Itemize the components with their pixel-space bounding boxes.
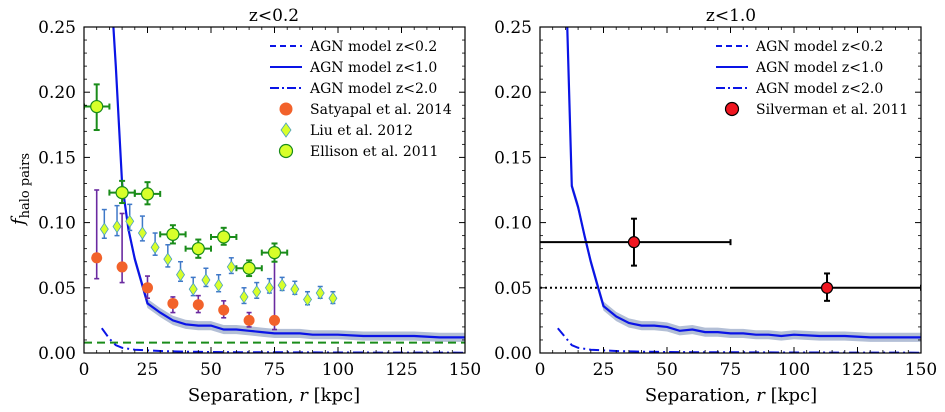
right-legend-swatch [724,101,740,117]
right-x-tick-label: 50 [656,360,678,380]
left-x-tick-label: 50 [200,360,222,380]
right-x-tick-label: 100 [778,360,810,380]
left-liu-point [328,291,338,305]
right-legend-label: AGN model z<2.0 [755,81,883,97]
right-x-tick-label: 150 [905,360,937,380]
left-liu-point [226,260,236,274]
left-liu-point [188,282,198,296]
left-y-tick-label: 0.00 [38,344,76,364]
left-liu-point [264,281,274,295]
left-liu-point [315,286,325,300]
left-ellison-point [267,245,282,260]
left-legend-label: AGN model z<0.2 [309,39,437,55]
right-y-tick-label: 0.00 [494,344,532,364]
right-model-z10-line [566,27,921,339]
left-legend-label: Ellison et al. 2011 [310,144,438,160]
left-satyapal-point [142,282,153,294]
right-panel-title: z<1.0 [706,6,756,26]
left-axes-frame [83,26,466,354]
right-legend-label: Silverman et al. 2011 [756,102,908,118]
left-y-tick-label: 0.15 [38,148,76,168]
left-panel: z<0.2 fhalo pairs Separation, r [kpc] 0 2… [8,6,481,406]
left-liu-point [290,282,300,296]
left-y-axis-label: fhalo pairs [8,153,33,227]
left-x-tick-label: 75 [264,360,286,380]
left-liu-point [137,226,147,240]
right-plot-area [540,27,921,353]
left-y-tick-label: 0.20 [38,83,76,103]
left-ellison-point [166,227,180,241]
left-y-tick-label: 0.05 [38,279,76,299]
left-liu-point [125,214,135,229]
left-liu-point [214,278,224,292]
left-liu-point [176,268,186,282]
left-liu-point [252,284,262,299]
left-satyapal-point [192,299,204,311]
left-ellison-point [115,186,129,200]
left-legend-swatch [278,143,294,159]
left-satyapal-point [167,297,179,309]
right-y-tick-label: 0.20 [494,83,532,103]
left-y-tick-label: 0.25 [38,18,76,38]
left-legend-label: AGN model z<1.0 [309,60,437,76]
left-ellison-point [140,187,155,201]
left-x-axis-label: Separation, r [kpc] [188,385,360,406]
left-legend-label: Liu et al. 2012 [310,123,413,139]
right-model-z20-line [557,327,921,353]
left-ellison-point [191,242,205,256]
right-panel: z<1.0 Separation, r [kpc] 0 25 50 75 100 125 1… [494,6,937,406]
right-legend-label: AGN model z<0.2 [755,39,883,55]
left-model-z10-line [112,27,465,339]
left-ellison-point [90,99,104,114]
right-y-tick-label: 0.15 [494,148,532,168]
right-ticks: 0 25 50 75 100 125 150 0.00 0.05 0.10 0.15 0.20 0.25 [494,18,937,380]
left-y-tick-label: 0.10 [38,214,76,234]
left-legend-swatch [280,122,292,138]
left-liu-point [163,252,173,266]
right-x-tick-label: 75 [720,360,742,380]
left-legend: AGN model z<0.2 AGN model z<1.0 AGN model … [270,39,452,160]
left-x-tick-label: 25 [137,360,159,380]
right-axes-frame [539,26,922,354]
left-liu-point [201,273,211,287]
left-liu-point [150,240,160,255]
right-x-tick-label: 0 [535,360,546,380]
left-liu-point [112,219,122,234]
right-legend-label: AGN model z<1.0 [755,60,883,76]
left-legend-swatch [279,102,293,116]
left-x-tick-label: 0 [79,360,90,380]
left-x-tick-label: 150 [449,360,481,380]
left-liu-point [277,278,287,292]
left-satyapal-point [218,304,230,316]
right-y-tick-label: 0.25 [494,18,532,38]
left-liu-point [303,292,313,307]
left-ellison-point [217,230,231,244]
right-x-tick-label: 25 [593,360,615,380]
left-liu-point [239,290,249,304]
left-satyapal-point [269,314,280,326]
right-silverman-point [627,236,641,249]
right-x-tick-label: 125 [841,360,873,380]
left-legend-label: AGN model z<2.0 [309,81,437,97]
left-satyapal-point [116,261,128,273]
left-liu-point [99,222,109,236]
right-legend: AGN model z<0.2 AGN model z<1.0 AGN model … [716,39,908,118]
right-y-tick-label: 0.05 [494,279,532,299]
right-y-tick-label: 0.10 [494,214,532,234]
left-ellison-point [242,261,256,275]
left-legend-label: Satyapal et al. 2014 [310,102,452,118]
left-satyapal-point [91,252,103,264]
left-plot-area [84,27,465,353]
right-x-axis-label: Separation, r [kpc] [645,385,817,406]
left-x-tick-label: 125 [385,360,417,380]
left-model-z20-line [100,327,465,353]
left-satyapal-point [243,314,255,326]
left-panel-title: z<0.2 [249,6,299,26]
left-x-tick-label: 100 [322,360,354,380]
left-ticks: 0 25 50 75 100 125 150 0.00 0.05 0.10 0.15 0.20 0.25 [38,18,481,380]
right-silverman-point [820,281,834,294]
